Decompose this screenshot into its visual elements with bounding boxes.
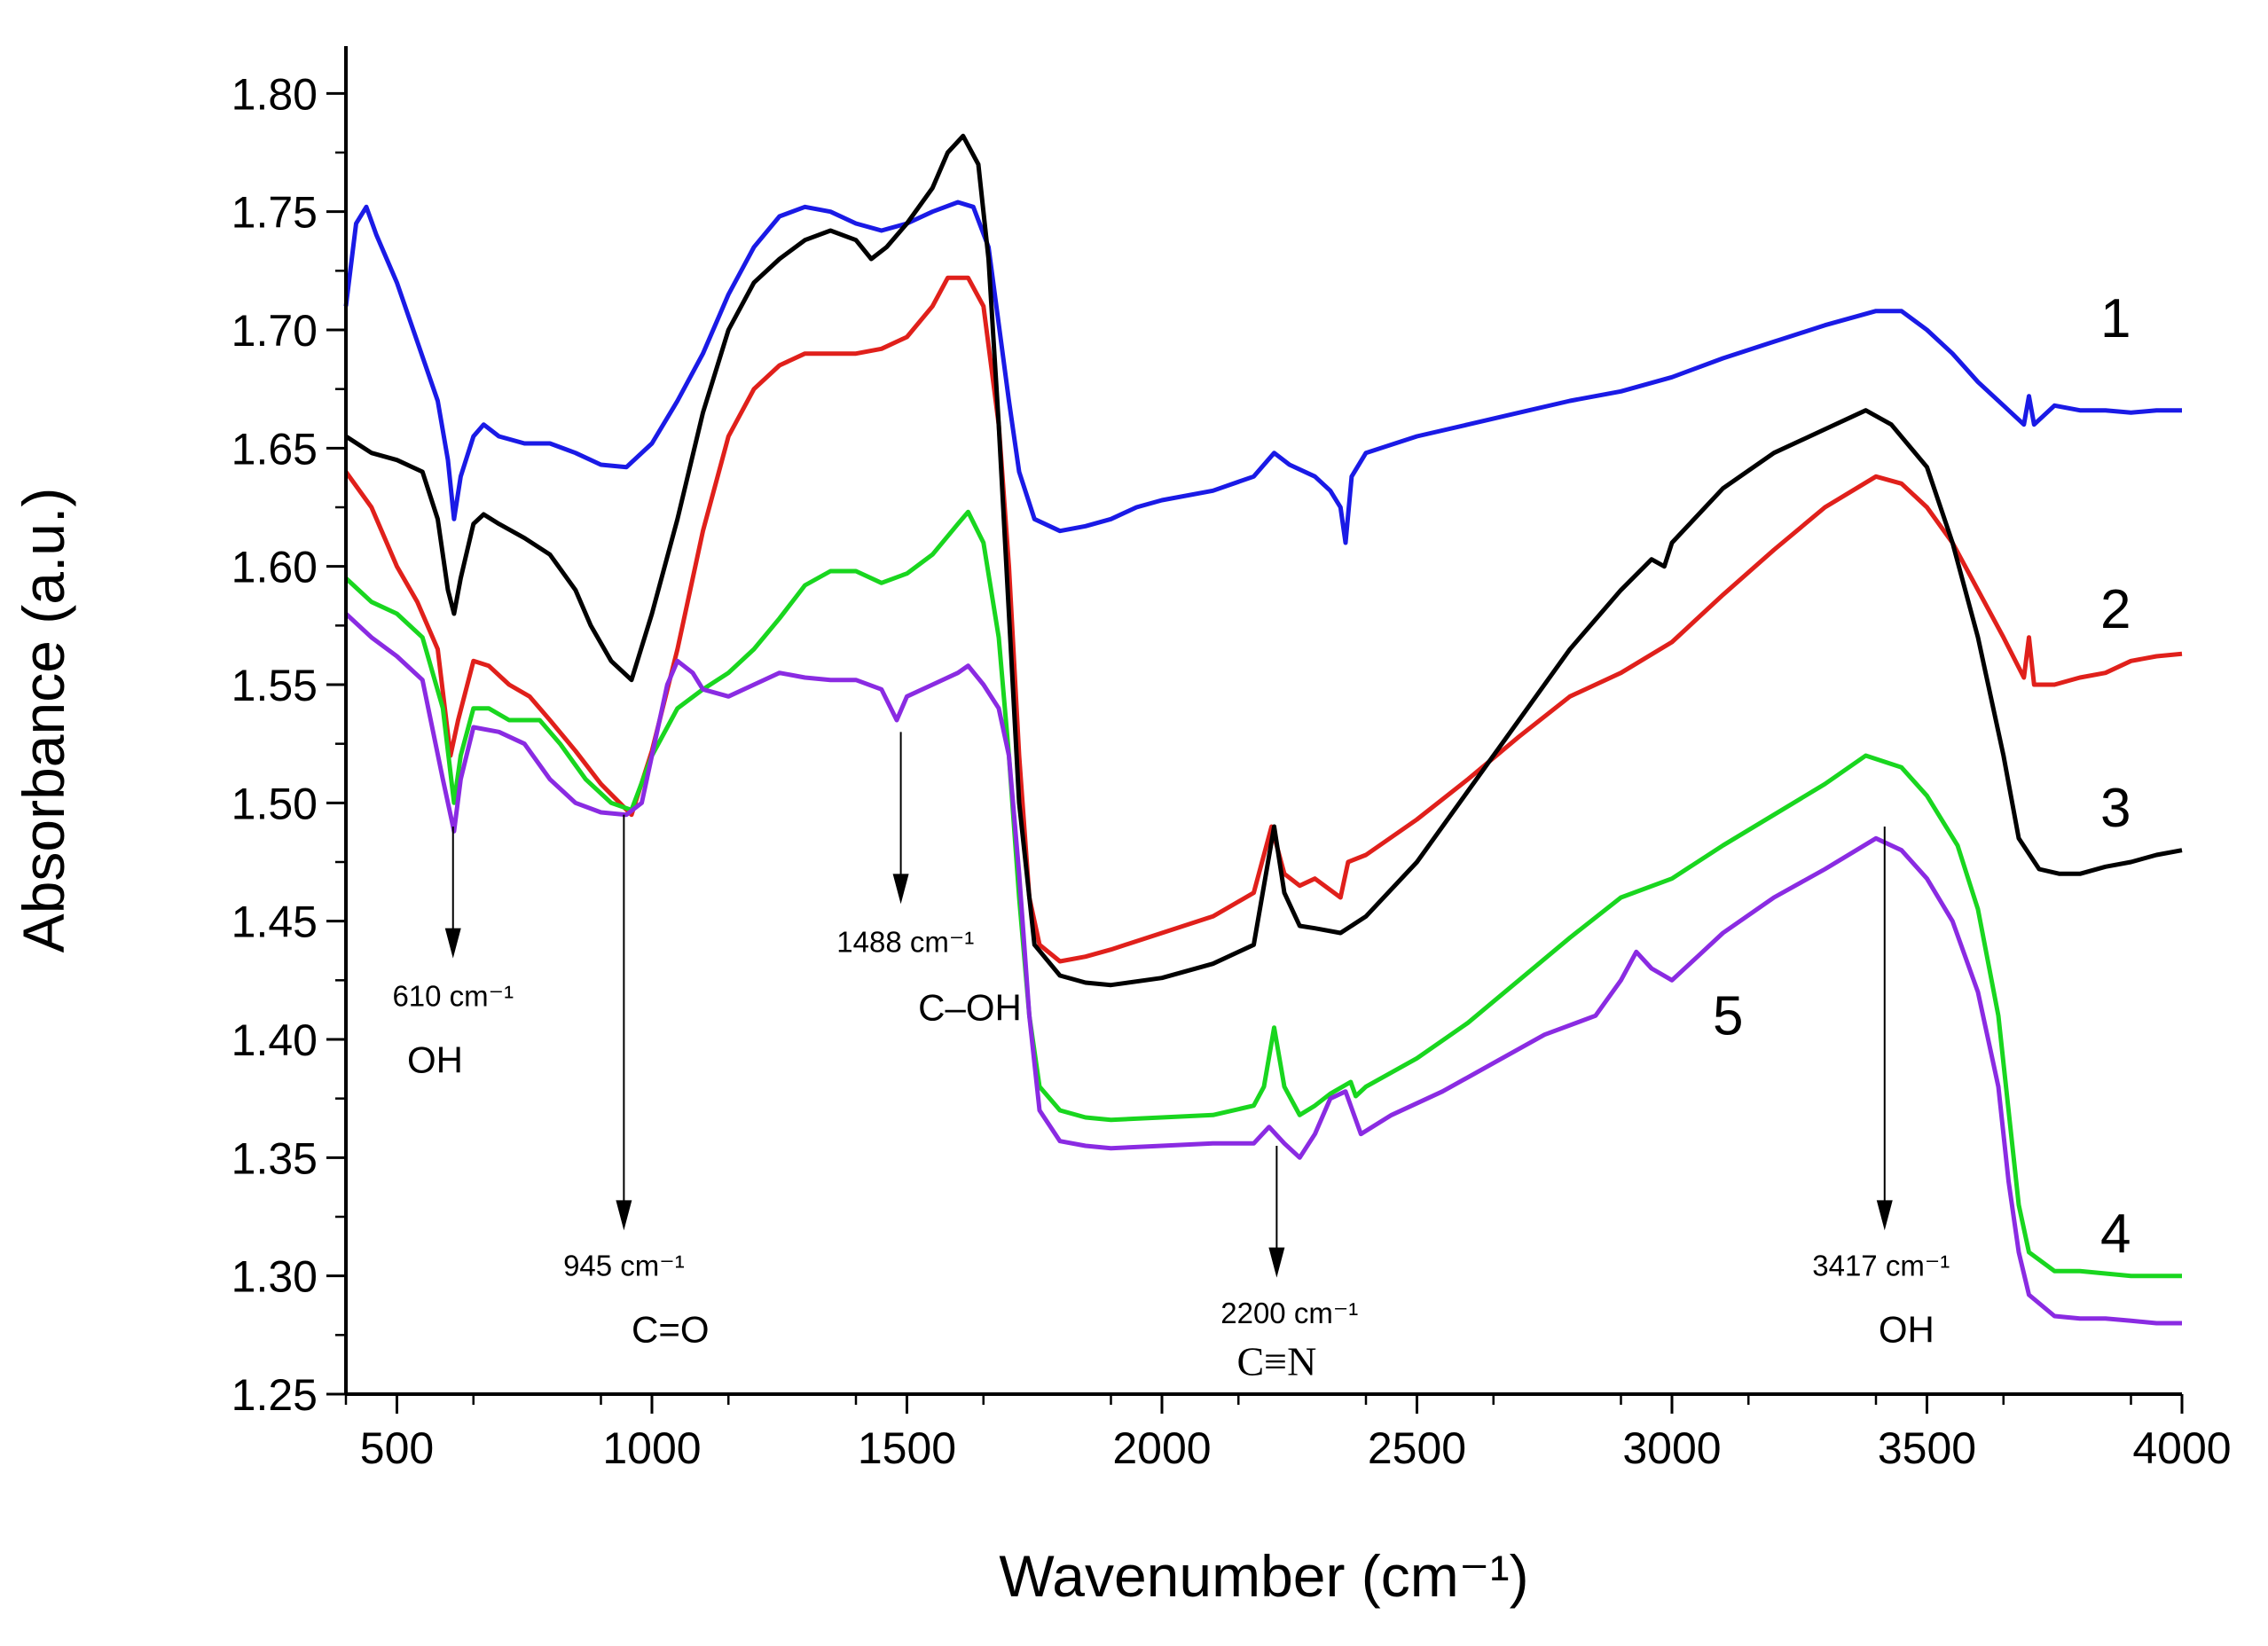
annotation-group: OH: [407, 1039, 463, 1080]
y-tick-label: 1.75: [232, 188, 318, 238]
annotation-arrow-head: [444, 928, 461, 959]
series-line-5: [344, 612, 2182, 1326]
annotation-group: C=O: [632, 1308, 710, 1350]
series-line-4: [344, 509, 2182, 1279]
series-label-1: 1: [2100, 288, 2131, 349]
x-tick-label: 500: [360, 1423, 434, 1473]
series-label-5: 5: [1713, 986, 1743, 1047]
x-tick-label: 2500: [1368, 1423, 1466, 1473]
y-tick-label: 1.50: [232, 779, 318, 828]
x-tick-label: 1500: [858, 1423, 956, 1473]
y-tick-label: 1.30: [232, 1252, 318, 1302]
x-tick-label: 3000: [1622, 1423, 1721, 1473]
x-tick-label: 2000: [1112, 1423, 1211, 1473]
annotation-wavenumber: 945 cm⁻¹: [563, 1250, 685, 1282]
y-tick-label: 1.60: [232, 543, 318, 592]
annotation-arrow-head: [892, 874, 909, 905]
series-layer: 1 2 3 4 5: [343, 133, 2183, 1326]
x-tick-label: 1000: [602, 1423, 701, 1473]
axis-layer: [344, 46, 2182, 1396]
y-axis-title: Absorbance (a.u.): [11, 488, 76, 953]
annotation-arrow-head: [1876, 1200, 1893, 1231]
annotation-wavenumber: 3417 cm⁻¹: [1812, 1250, 1950, 1282]
series-label-2: 2: [2100, 579, 2131, 640]
x-axis-title: Wavenumber (cm⁻¹): [999, 1543, 1528, 1609]
y-tick-label: 1.80: [232, 69, 318, 119]
annotation-wavenumber: 1488 cm⁻¹: [836, 925, 974, 958]
y-tick-label: 1.45: [232, 897, 318, 947]
series-line-3: [344, 133, 2183, 988]
tick-layer: 500 1000 1500 2000 2500 3000 3500 4000 1.25 1.30 1…: [232, 69, 2232, 1473]
y-tick-label: 1.35: [232, 1133, 318, 1183]
series-line-2: [343, 275, 2183, 964]
x-tick-label: 3500: [1878, 1423, 1976, 1473]
y-tick-label: 1.65: [232, 424, 318, 474]
y-tick-label: 1.25: [232, 1370, 318, 1420]
series-line-1: [343, 200, 2182, 545]
annotation-group: OH: [1879, 1308, 1934, 1350]
y-tick-label: 1.40: [232, 1015, 318, 1065]
annotation-wavenumber: 2200 cm⁻¹: [1220, 1297, 1358, 1329]
annotation-layer: 610 cm⁻¹ OH 945 cm⁻¹ C=O 1488 cm⁻¹ C–OH 2200 c…: [392, 732, 1950, 1384]
series-label-4: 4: [2100, 1203, 2131, 1265]
annotation-group: C–OH: [918, 987, 1022, 1029]
annotation-arrow-head: [1268, 1247, 1285, 1278]
annotation-arrow-head: [616, 1200, 632, 1231]
y-tick-label: 1.55: [232, 661, 318, 710]
y-tick-label: 1.70: [232, 306, 318, 356]
x-tick-label: 4000: [2132, 1423, 2231, 1473]
annotation-group: C≡N: [1236, 1339, 1316, 1384]
series-label-3: 3: [2100, 778, 2131, 839]
annotation-wavenumber: 610 cm⁻¹: [392, 980, 514, 1013]
